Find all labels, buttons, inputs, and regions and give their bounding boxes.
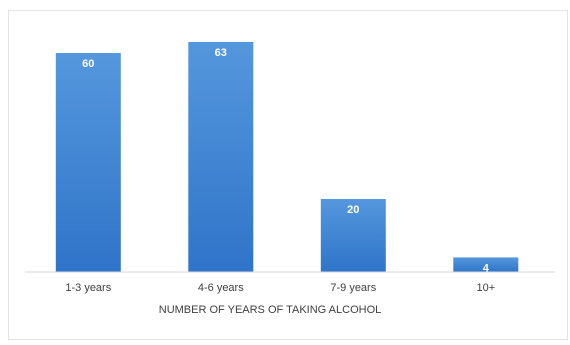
x-axis-title: NUMBER OF YEARS OF TAKING ALCOHOL: [159, 304, 382, 316]
x-tick-label: 1-3 years: [65, 282, 111, 294]
data-label: 4: [483, 262, 490, 274]
bar-1-3-years: [55, 53, 121, 272]
bar-10-: [453, 257, 519, 272]
x-tick-label: 10+: [476, 282, 495, 294]
data-label: 20: [347, 204, 359, 216]
x-tick-labels: 1-3 years 4-6 years 7-9 years 10+: [65, 282, 495, 294]
bar-4-6-years: [188, 42, 254, 272]
bar-7-9-years: [320, 199, 386, 272]
bars-layer: 60 63 20 4: [55, 42, 519, 274]
x-tick-label: 4-6 years: [198, 282, 244, 294]
x-tick-label: 7-9 years: [330, 282, 376, 294]
data-label: 60: [82, 58, 94, 70]
data-label: 63: [215, 47, 227, 59]
